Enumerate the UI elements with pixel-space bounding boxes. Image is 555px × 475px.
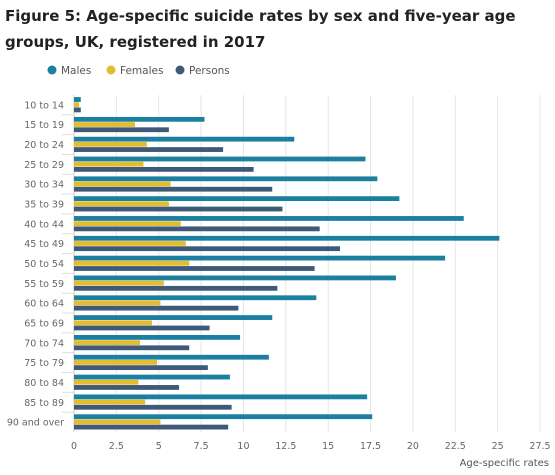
y-tick-label: 10 to 14 [24,100,64,111]
bar-persons-35-to-39[interactable] [74,206,283,212]
y-tick-label: 35 to 39 [24,200,64,211]
x-tick-label: 17.5 [360,441,381,452]
y-tick-label: 45 to 49 [24,239,64,250]
y-tick-label: 25 to 29 [24,160,64,171]
chart-title: Figure 5: Age-specific suicide rates by … [5,7,516,51]
bar-females-30-to-34[interactable] [74,181,171,187]
bar-persons-70-to-74[interactable] [74,345,190,351]
bar-females-55-to-59[interactable] [74,280,164,286]
legend-label-females: Females [120,65,163,77]
bars [74,97,500,430]
y-tick-label: 90 and over [7,418,64,429]
bar-males-85-to-89[interactable] [74,394,368,400]
bar-males-45-to-49[interactable] [74,235,500,241]
bar-persons-25-to-29[interactable] [74,166,254,172]
bar-females-60-to-64[interactable] [74,300,161,306]
y-tick-label: 40 to 44 [24,219,64,230]
legend-label-males: Males [61,65,91,77]
bar-males-25-to-29[interactable] [74,156,366,162]
x-tick-label: 7.5 [194,441,209,452]
bar-females-85-to-89[interactable] [74,399,146,405]
x-tick-label: 10 [237,441,249,452]
bar-females-35-to-39[interactable] [74,201,169,207]
bar-persons-90-and-over[interactable] [74,424,229,430]
bar-males-10-to-14[interactable] [74,97,81,102]
y-tick-label: 50 to 54 [24,259,64,270]
bar-females-65-to-69[interactable] [74,320,152,326]
bar-males-75-to-79[interactable] [74,354,269,360]
bar-persons-50-to-54[interactable] [74,266,315,271]
bar-females-25-to-29[interactable] [74,161,144,167]
bar-females-90-and-over[interactable] [74,419,161,425]
bar-males-55-to-59[interactable] [74,275,396,281]
y-axis-tick-labels: 10 to 14 15 to 19 20 to 24 25 to 29 30 to 34… [7,100,64,428]
x-tick-label: 25 [492,441,504,452]
x-tick-label: 22.5 [445,441,466,452]
x-tick-label: 2.5 [109,441,124,452]
bar-persons-85-to-89[interactable] [74,404,232,410]
bar-females-10-to-14[interactable] [74,102,80,108]
bar-males-20-to-24[interactable] [74,136,295,142]
bar-males-30-to-34[interactable] [74,176,378,182]
bar-persons-45-to-49[interactable] [74,246,341,252]
x-tick-label: 0 [71,441,77,452]
y-tick-label: 60 to 64 [24,299,64,310]
bar-persons-15-to-19[interactable] [74,127,169,133]
bar-females-50-to-54[interactable] [74,260,190,266]
bar-females-20-to-24[interactable] [74,141,147,147]
bar-males-35-to-39[interactable] [74,196,400,202]
bar-persons-75-to-79[interactable] [74,365,208,371]
x-tick-label: 5 [156,441,162,452]
legend-marker-females [106,65,116,75]
bar-males-50-to-54[interactable] [74,255,446,261]
bar-females-40-to-44[interactable] [74,221,181,227]
bar-persons-10-to-14[interactable] [74,107,81,113]
legend: Males Females Persons [47,65,230,77]
bar-persons-20-to-24[interactable] [74,147,224,152]
bar-males-15-to-19[interactable] [74,116,205,122]
bar-persons-65-to-69[interactable] [74,325,210,331]
legend-marker-persons [175,65,185,75]
x-axis-tick-labels: 0 2.5 5 7.5 10 12.5 15 17.5 20 22.5 25 27.5 [71,441,551,452]
bar-females-45-to-49[interactable] [74,241,186,246]
bar-males-60-to-64[interactable] [74,295,317,301]
legend-marker-males [47,65,57,75]
legend-label-persons: Persons [189,65,230,77]
bar-females-15-to-19[interactable] [74,122,136,127]
x-tick-label: 12.5 [275,441,296,452]
y-tick-label: 30 to 34 [24,180,64,191]
x-axis-label: Age-specific rates [460,458,549,469]
y-tick-label: 80 to 84 [24,378,64,389]
bar-males-65-to-69[interactable] [74,315,273,320]
bar-females-80-to-84[interactable] [74,379,139,385]
bar-males-40-to-44[interactable] [74,216,464,221]
bar-persons-40-to-44[interactable] [74,226,320,232]
bar-females-75-to-79[interactable] [74,360,158,365]
bar-persons-80-to-84[interactable] [74,385,180,390]
bar-persons-60-to-64[interactable] [74,305,239,311]
y-tick-label: 70 to 74 [24,338,64,349]
bar-males-70-to-74[interactable] [74,334,241,340]
y-tick-label: 55 to 59 [24,279,64,290]
y-tick-label: 85 to 89 [24,398,64,409]
bar-males-90-and-over[interactable] [74,414,373,420]
y-tick-label: 15 to 19 [24,120,64,131]
x-tick-label: 20 [407,441,419,452]
bar-females-70-to-74[interactable] [74,340,141,345]
y-tick-label: 75 to 79 [24,358,64,369]
x-tick-label: 15 [322,441,334,452]
bar-persons-30-to-34[interactable] [74,186,273,192]
y-tick-label: 65 to 69 [24,318,64,329]
bar-males-80-to-84[interactable] [74,374,230,380]
x-tick-label: 27.5 [529,441,550,452]
y-tick-label: 20 to 24 [24,140,64,151]
bar-persons-55-to-59[interactable] [74,285,278,291]
